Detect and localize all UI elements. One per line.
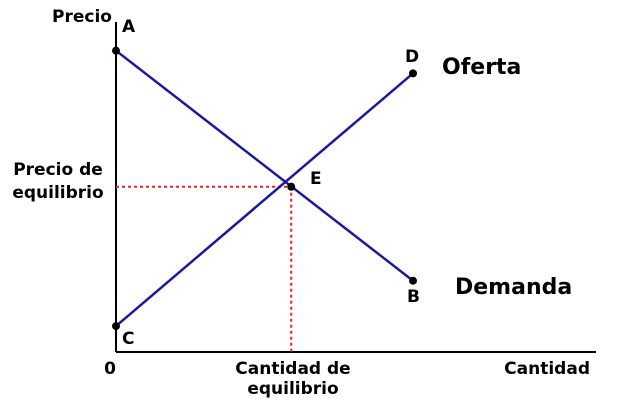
point-e-marker	[287, 182, 296, 191]
point-b-marker	[409, 276, 417, 285]
supply-curve	[115, 72, 414, 328]
demand-curve	[115, 49, 414, 282]
x-axis-title: Cantidad	[504, 359, 590, 379]
equilibrium-price-label-line1: Precio de	[13, 160, 103, 180]
point-d-marker	[409, 69, 417, 78]
point-d-label: D	[405, 47, 419, 67]
point-c-marker	[112, 322, 120, 331]
point-a-marker	[112, 46, 120, 55]
point-a-label: A	[122, 17, 136, 37]
supply-curve-name: Oferta	[442, 55, 521, 80]
origin-label: 0	[104, 359, 116, 379]
y-axis-title: Precio	[52, 7, 112, 27]
demand-curve-name: Demanda	[455, 275, 572, 300]
point-e-label: E	[310, 169, 322, 189]
equilibrium-quantity-label-line2: equilibrio	[247, 379, 338, 399]
equilibrium-quantity-label-line1: Cantidad de	[235, 359, 350, 379]
equilibrium-price-label-line2: equilibrio	[12, 183, 103, 203]
point-c-label: C	[122, 329, 134, 349]
point-b-label: B	[407, 287, 420, 307]
